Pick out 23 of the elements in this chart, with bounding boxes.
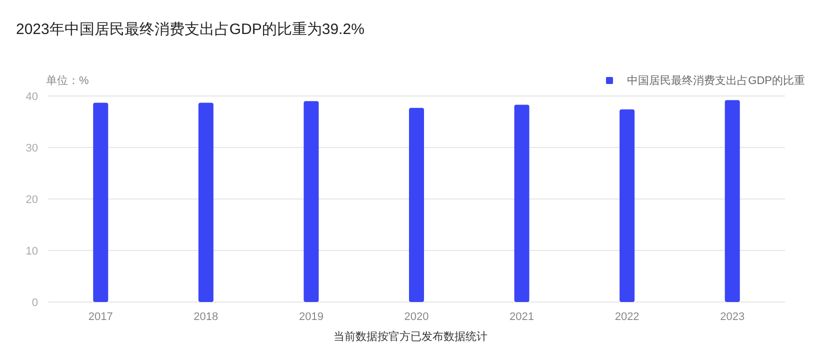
y-tick-label: 0 (32, 296, 38, 309)
y-tick-label: 20 (26, 194, 38, 206)
x-tick-label: 2019 (298, 311, 324, 323)
x-tick-label: 2020 (404, 311, 429, 323)
y-tick-label: 30 (26, 142, 38, 154)
bar (620, 109, 635, 302)
y-axis-title: 单位：% (46, 74, 89, 87)
bar (93, 102, 108, 302)
text: 当前数据按官方已发布数据统计 (334, 330, 488, 343)
x-tick-label: 2017 (88, 311, 113, 323)
y-tick-label: 40 (26, 90, 38, 103)
x-tick-label: 2021 (510, 311, 534, 323)
bar (724, 100, 740, 302)
bar (198, 102, 214, 302)
bar (514, 104, 530, 302)
x-tick-label: 2018 (194, 311, 218, 323)
x-tick-label: 2022 (614, 311, 640, 323)
legend-label: 中国居民最终消费支出占GDP的比重 (627, 74, 805, 87)
bar (304, 101, 319, 302)
bar (409, 108, 424, 302)
y-tick-label: 10 (26, 245, 38, 258)
x-tick-label: 2023 (720, 311, 745, 323)
chart-title: 2023年中国居民最终消费支出占GDP的比重为39.2% (16, 21, 364, 38)
